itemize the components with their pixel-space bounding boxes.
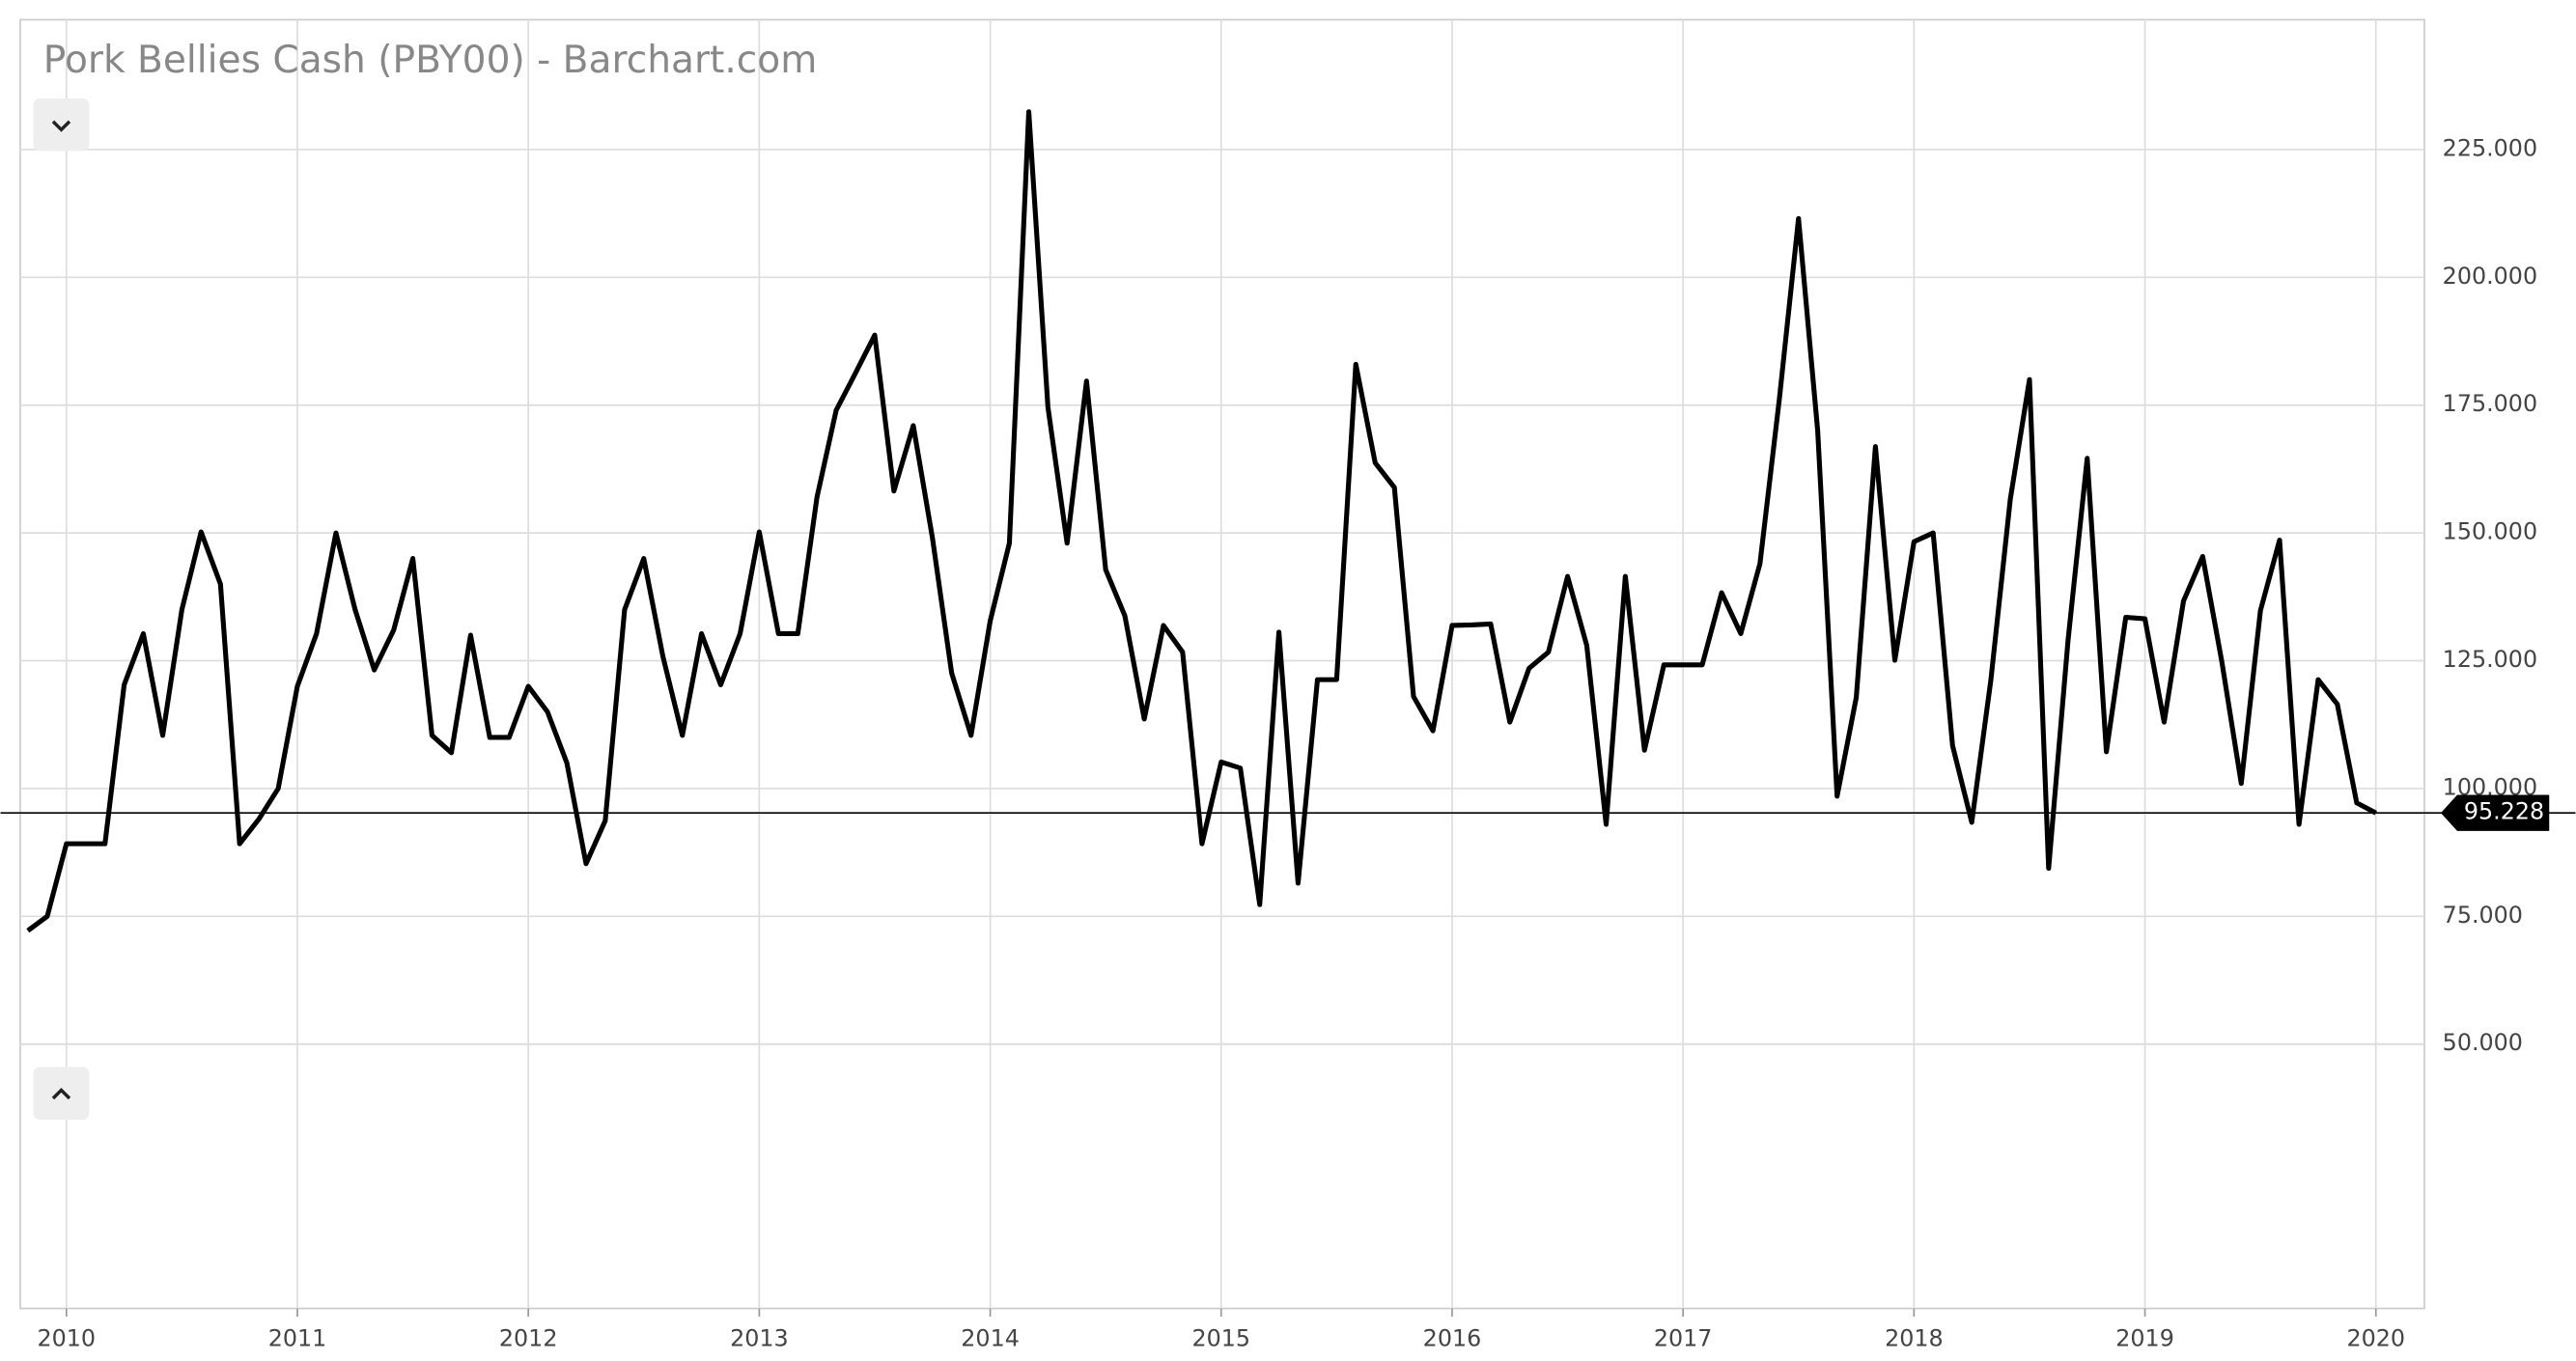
x-tick-label: 2020 [2346,1324,2405,1351]
chevron-up [51,1087,71,1100]
last-price-label: 95.228 [2464,798,2544,825]
x-tick-label: 2011 [268,1324,327,1351]
y-tick-label: 125.000 [2443,646,2537,673]
y-tick-label: 175.000 [2443,390,2537,417]
collapse-button[interactable] [33,98,90,152]
last-price-badge [2440,794,2550,831]
x-tick-label: 2012 [499,1324,558,1351]
button-bg [33,98,90,152]
x-tick-label: 2010 [38,1324,97,1351]
y-tick-label: 50.000 [2443,1029,2523,1056]
x-tick-label: 2013 [730,1324,789,1351]
expand-button[interactable] [33,1067,90,1120]
chevron-down [51,120,71,132]
price-line [26,109,2377,933]
x-tick-label: 2014 [961,1324,1020,1351]
button-bg [33,1067,90,1120]
x-tick-label: 2016 [1423,1324,1482,1351]
x-tick-label: 2017 [1654,1324,1713,1351]
chart-title: Pork Bellies Cash (PBY00) - Barchart.com [43,39,818,82]
x-tick-label: 2019 [2115,1324,2174,1351]
y-tick-label: 150.000 [2443,518,2537,545]
x-tick-label: 2015 [1191,1324,1250,1351]
y-tick-label: 200.000 [2443,263,2537,290]
x-tick-label: 2018 [1885,1324,1944,1351]
y-tick-label: 225.000 [2443,134,2537,161]
plot-frame [19,18,2425,1310]
y-tick-label: 75.000 [2443,902,2523,929]
